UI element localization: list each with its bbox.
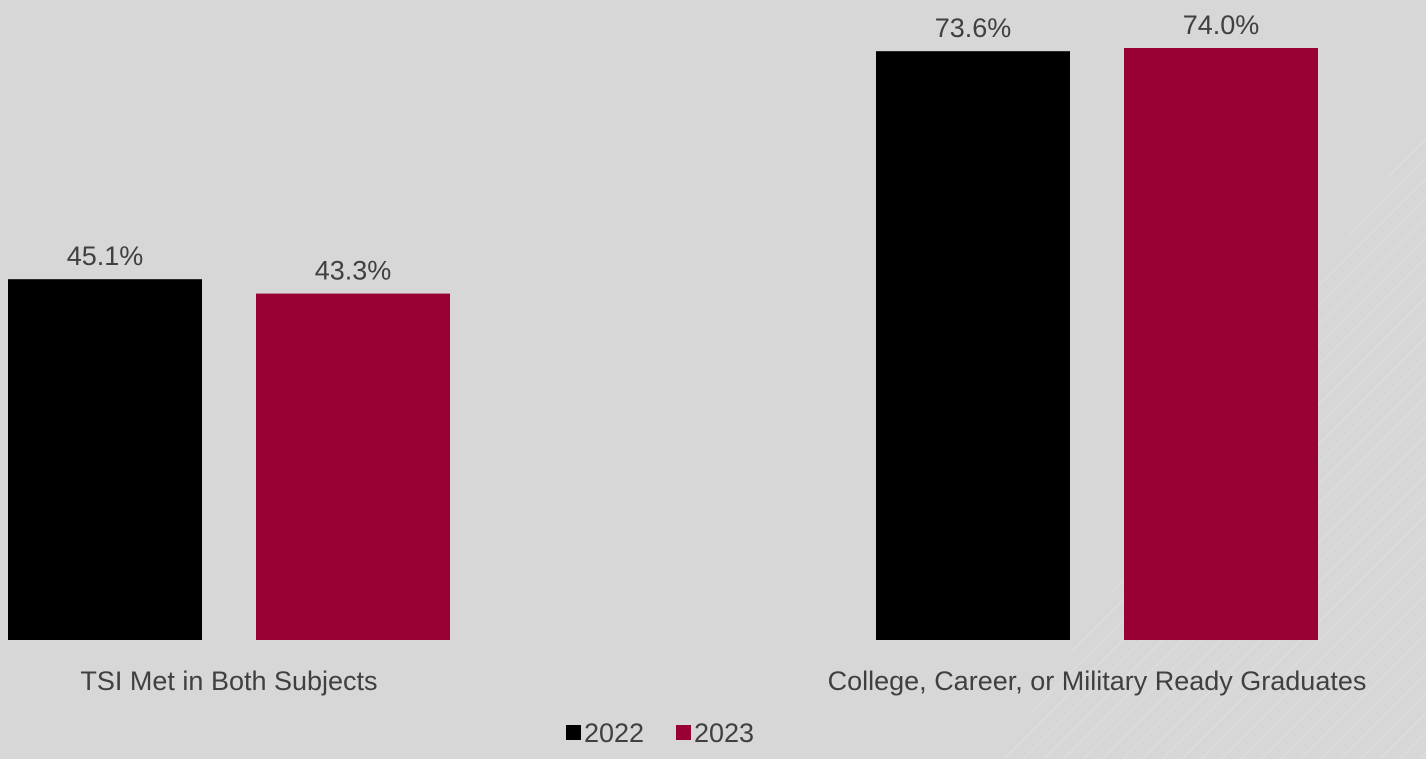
- bar-2022-ccmr: [876, 51, 1070, 640]
- data-label-2023-ccmr: 74.0%: [1183, 10, 1260, 40]
- legend-label-2022: 2022: [584, 718, 644, 748]
- bars-layer: [8, 48, 1318, 640]
- data-label-2022-tsi: 45.1%: [67, 241, 144, 271]
- legend-label-2023: 2023: [694, 718, 754, 748]
- legend: 2022 2023: [566, 718, 754, 748]
- legend-swatch-2022: [566, 725, 581, 740]
- legend-swatch-2023: [676, 725, 691, 740]
- data-label-2022-ccmr: 73.6%: [935, 13, 1012, 43]
- data-label-2023-tsi: 43.3%: [315, 256, 392, 286]
- value-labels-layer: 45.1% 43.3% 73.6% 74.0%: [67, 10, 1260, 286]
- category-label-tsi: TSI Met in Both Subjects: [80, 666, 377, 696]
- bar-2023-tsi: [256, 293, 450, 640]
- bar-2023-ccmr: [1124, 48, 1318, 640]
- category-labels-layer: TSI Met in Both Subjects College, Career,…: [80, 666, 1366, 696]
- bar-2022-tsi: [8, 279, 202, 640]
- category-label-ccmr: College, Career, or Military Ready Gradu…: [828, 666, 1367, 696]
